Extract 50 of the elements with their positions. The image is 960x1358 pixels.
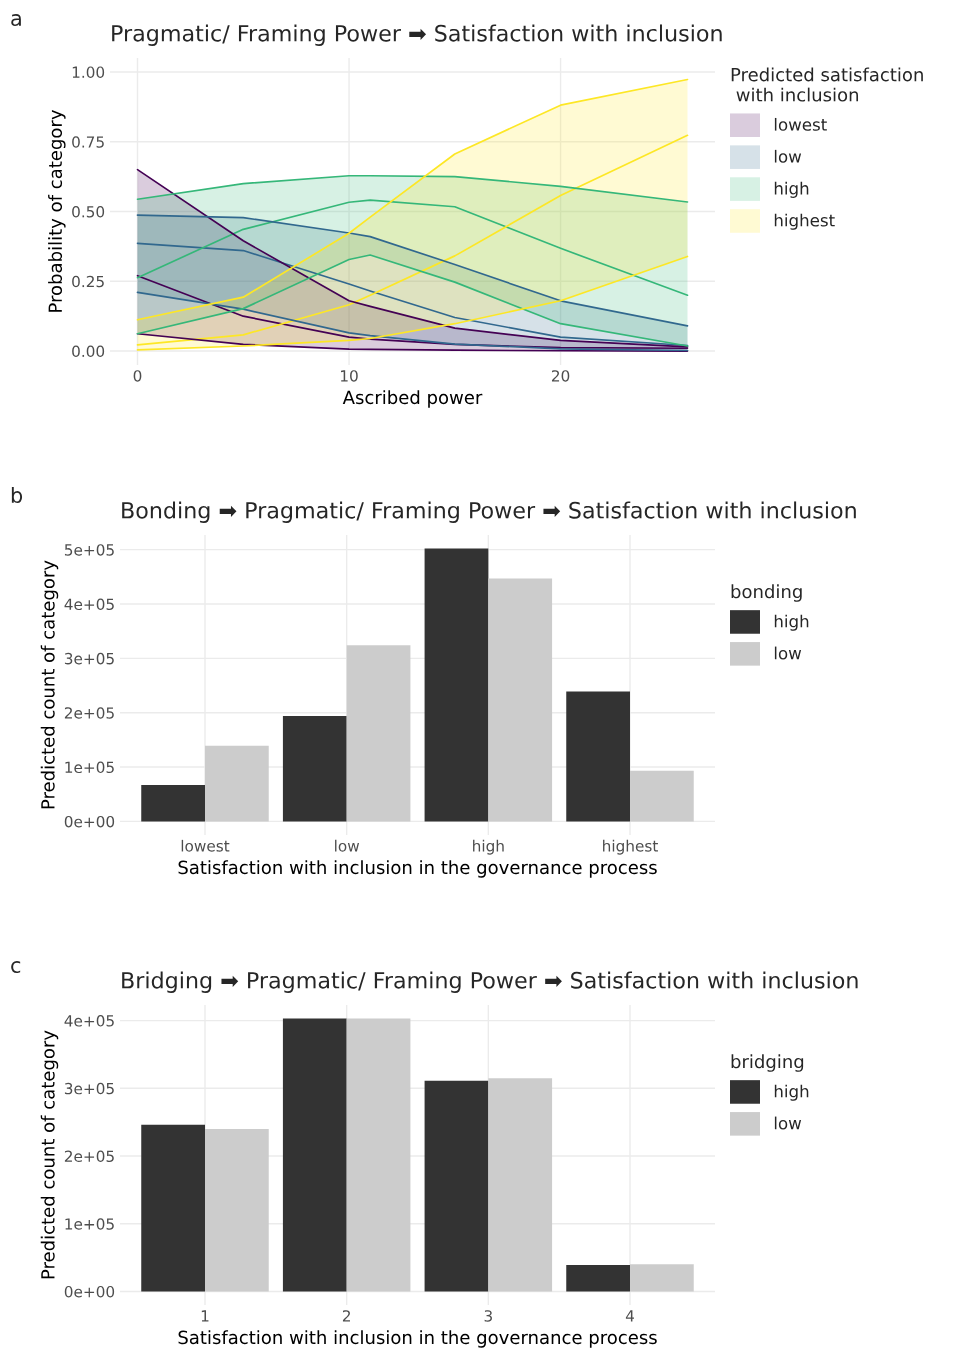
x-tick-label: 10	[341, 370, 358, 382]
legend-label: highest	[774, 213, 835, 230]
legend-label: low	[774, 646, 802, 660]
y-tick-label: 1e+05	[65, 1218, 114, 1230]
x-axis-title: Ascribed power	[342, 390, 483, 408]
chart-title: Pragmatic/ Framing Power ➡ Satisfaction with inclusion	[112, 24, 722, 46]
y-axis-title: Predicted count of category	[40, 1030, 59, 1279]
x-axis-title: Satisfaction with inclusion in the governance process	[178, 1330, 657, 1348]
y-tick-label: 0.50	[72, 205, 105, 218]
legend-label: lowest	[774, 117, 827, 131]
chart-title: Bonding ➡ Pragmatic/ Framing Power ➡ Satisfaction with inclusion	[122, 501, 856, 523]
chart-title: Bridging ➡ Pragmatic/ Framing Power ➡ Satisfaction with inclusion	[122, 971, 858, 993]
x-tick-label: highest	[603, 839, 658, 855]
y-tick-label: 1e+05	[65, 761, 114, 774]
y-axis-title: Predicted count of category	[40, 560, 59, 809]
y-tick-label: 4e+05	[64, 1015, 114, 1027]
x-tick-label: high	[473, 839, 504, 855]
text: c	[11, 961, 21, 974]
x-tick-label: 0	[133, 370, 142, 382]
y-tick-label: 0.00	[72, 345, 105, 358]
y-tick-label: 3e+05	[64, 652, 114, 665]
y-tick-label: 5e+05	[64, 544, 114, 556]
x-tick-label: 20	[551, 370, 570, 382]
y-tick-label: 0e+00	[64, 815, 115, 828]
x-tick-label: lowest	[181, 839, 230, 852]
x-tick-label: low	[335, 839, 360, 852]
legend-title: bridging	[731, 1054, 804, 1072]
y-tick-label: 0e+00	[64, 1285, 115, 1298]
x-tick-label: 3	[484, 1310, 492, 1322]
y-tick-label: 0.75	[72, 136, 104, 148]
y-tick-label: 0.25	[72, 275, 104, 288]
y-tick-label: 4e+05	[64, 598, 114, 611]
x-tick-label: 1	[201, 1310, 209, 1322]
legend-label: low	[774, 149, 802, 163]
legend-title: Predicted satisfaction with inclusion	[731, 67, 923, 102]
x-tick-label: 4	[625, 1310, 634, 1322]
text: b	[11, 486, 23, 504]
y-tick-label: 2e+05	[64, 707, 114, 719]
legend-label: low	[774, 1116, 802, 1130]
x-axis-title: Satisfaction with inclusion in the governance process	[178, 860, 657, 878]
legend-label: high	[774, 1084, 809, 1101]
y-tick-label: 3e+05	[64, 1082, 114, 1095]
legend-label: high	[774, 614, 809, 631]
legend-title: bonding	[731, 584, 802, 602]
y-tick-label: 2e+05	[64, 1150, 114, 1163]
x-tick-label: 2	[342, 1310, 350, 1322]
text: a	[11, 14, 21, 27]
y-tick-label: 1.00	[72, 66, 105, 78]
legend-label: high	[774, 181, 809, 198]
y-axis-title: Probability of category	[48, 109, 66, 312]
